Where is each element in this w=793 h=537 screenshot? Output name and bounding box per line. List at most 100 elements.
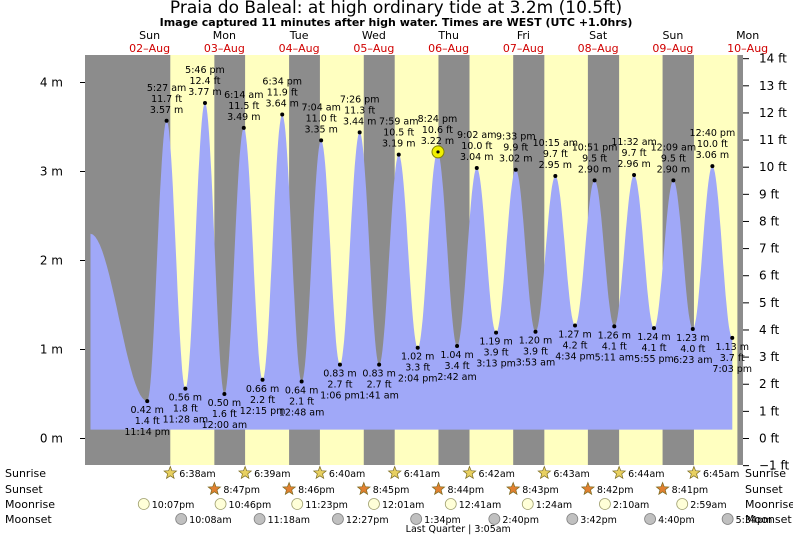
sunrise-time: 6:39am (254, 469, 290, 480)
left-axis-label: 2 m (40, 254, 63, 268)
high-tide-time: 6:34 pm (262, 77, 302, 88)
moonrise-time: 12:01am (382, 500, 424, 511)
high-tide-feet: 9.7 ft (622, 148, 647, 159)
sunset-time: 8:46pm (298, 485, 335, 496)
moonrise-icon (291, 498, 304, 510)
day-date-label: 07–Aug (503, 42, 544, 55)
low-tide-feet: 2.1 ft (289, 397, 314, 408)
low-tide-feet: 4.2 ft (563, 340, 588, 351)
day-name-label: Mon (213, 29, 236, 42)
low-tide-height: 1.26 m (598, 330, 631, 341)
moonrise-icon (521, 498, 534, 510)
low-tide-feet: 2.7 ft (327, 380, 352, 391)
current-time-marker (431, 145, 445, 159)
right-axis-label: 11 ft (759, 133, 787, 147)
low-tide-point (183, 386, 188, 391)
high-tide-point (553, 173, 558, 178)
sunrise-time: 6:41am (404, 469, 440, 480)
low-tide-time: 1:06 pm (320, 391, 360, 402)
moonset-time: 10:08am (189, 515, 231, 526)
right-axis-label: 2 ft (759, 377, 779, 391)
high-tide-height: 2.95 m (539, 160, 572, 171)
low-tide-time: 5:55 pm (634, 354, 674, 365)
day-date-label: 05–Aug (353, 42, 394, 55)
low-tide-time: 3:53 am (516, 358, 555, 369)
right-axis-label: 13 ft (759, 79, 787, 93)
low-tide-point (145, 399, 150, 404)
high-tide-feet: 9.5 ft (582, 153, 607, 164)
sunset-time: 8:43pm (522, 485, 559, 496)
high-tide-height: 3.04 m (460, 152, 493, 163)
high-tide-feet: 12.4 ft (189, 76, 220, 87)
low-tide-height: 0.83 m (323, 369, 356, 380)
high-tide-time: 12:40 pm (690, 128, 736, 139)
moonset-time: 2:40pm (502, 515, 539, 526)
high-tide-height: 3.64 m (266, 99, 299, 110)
row-label-right-moonset: Moonset (745, 513, 792, 526)
low-tide-point (690, 327, 695, 332)
left-axis-label: 3 m (40, 165, 63, 179)
high-tide-point (241, 125, 246, 130)
row-label-right-sunset: Sunset (745, 483, 783, 496)
low-tide-feet: 3.7 ft (720, 353, 745, 364)
high-tide-height: 3.06 m (696, 150, 729, 161)
high-tide-feet: 9.9 ft (503, 143, 528, 154)
low-tide-point (573, 323, 578, 328)
row-label-left-moonrise: Moonrise (5, 498, 55, 511)
sunset-time: 8:44pm (447, 485, 484, 496)
low-tide-point (299, 379, 304, 384)
right-axis-label: 0 ft (759, 432, 779, 446)
moonset-icon (644, 513, 656, 525)
high-tide-time: 9:33 pm (496, 132, 536, 143)
right-axis-label: 10 ft (759, 160, 787, 174)
right-axis-label: 8 ft (759, 214, 779, 228)
moonset-icon (721, 513, 734, 525)
sunrise-icon (462, 465, 477, 480)
sunset-icon (506, 481, 521, 496)
high-tide-feet: 10.5 ft (383, 128, 414, 139)
sunset-icon (282, 481, 297, 496)
low-tide-time: 4:34 pm (555, 351, 595, 362)
high-tide-feet: 11.9 ft (267, 88, 298, 99)
moonrise-time: 2:59am (690, 500, 726, 511)
event-row-labels: Sunrise Sunrise Sunset Sunset Moonrise Moonri… (5, 467, 793, 526)
high-tide-height: 3.57 m (150, 105, 183, 116)
row-label-left-moonset: Moonset (5, 513, 52, 526)
right-axis-label: 6 ft (759, 269, 779, 283)
high-tide-height: 3.22 m (421, 136, 454, 147)
sunrise-icon (686, 465, 701, 480)
high-tide-height: 3.19 m (382, 139, 415, 150)
sunrise-icon (537, 465, 552, 480)
high-tide-height: 2.90 m (657, 164, 690, 175)
moonset-time: 12:27pm (346, 515, 389, 526)
tide-curve-area (90, 103, 733, 430)
right-axis-label: −1 ft (759, 459, 790, 473)
moonrise-time: 2:10am (613, 500, 649, 511)
low-tide-point (612, 324, 617, 329)
sunrise-time: 6:45am (703, 469, 739, 480)
low-tide-time: 12:15 pm (240, 406, 286, 417)
low-tide-point (494, 330, 499, 335)
low-tide-height: 1.04 m (440, 350, 473, 361)
low-tide-point (651, 326, 656, 331)
moonset-time: 1:34pm (424, 515, 461, 526)
right-axis-label: 12 ft (759, 106, 787, 120)
right-axis-label: 9 ft (759, 187, 779, 201)
sunrise-icon (312, 465, 327, 480)
high-tide-time: 10:15 am (533, 138, 578, 149)
low-tide-height: 0.83 m (362, 369, 395, 380)
high-tide-feet: 10.0 ft (697, 139, 728, 150)
high-tide-point (357, 130, 362, 135)
row-label-left-sunset: Sunset (5, 483, 43, 496)
sunset-time: 8:45pm (373, 485, 410, 496)
high-tide-time: 6:14 am (224, 90, 263, 101)
sunrise-time: 6:43am (553, 469, 589, 480)
high-tide-point (671, 178, 676, 183)
low-tide-feet: 3.9 ft (523, 347, 548, 358)
chart-subtitle: Image captured 11 minutes after high wat… (160, 16, 633, 29)
low-tide-height: 0.42 m (131, 405, 164, 416)
low-tide-height: 0.66 m (246, 384, 279, 395)
moonset-icon (566, 513, 579, 525)
sunset-icon (356, 481, 371, 496)
